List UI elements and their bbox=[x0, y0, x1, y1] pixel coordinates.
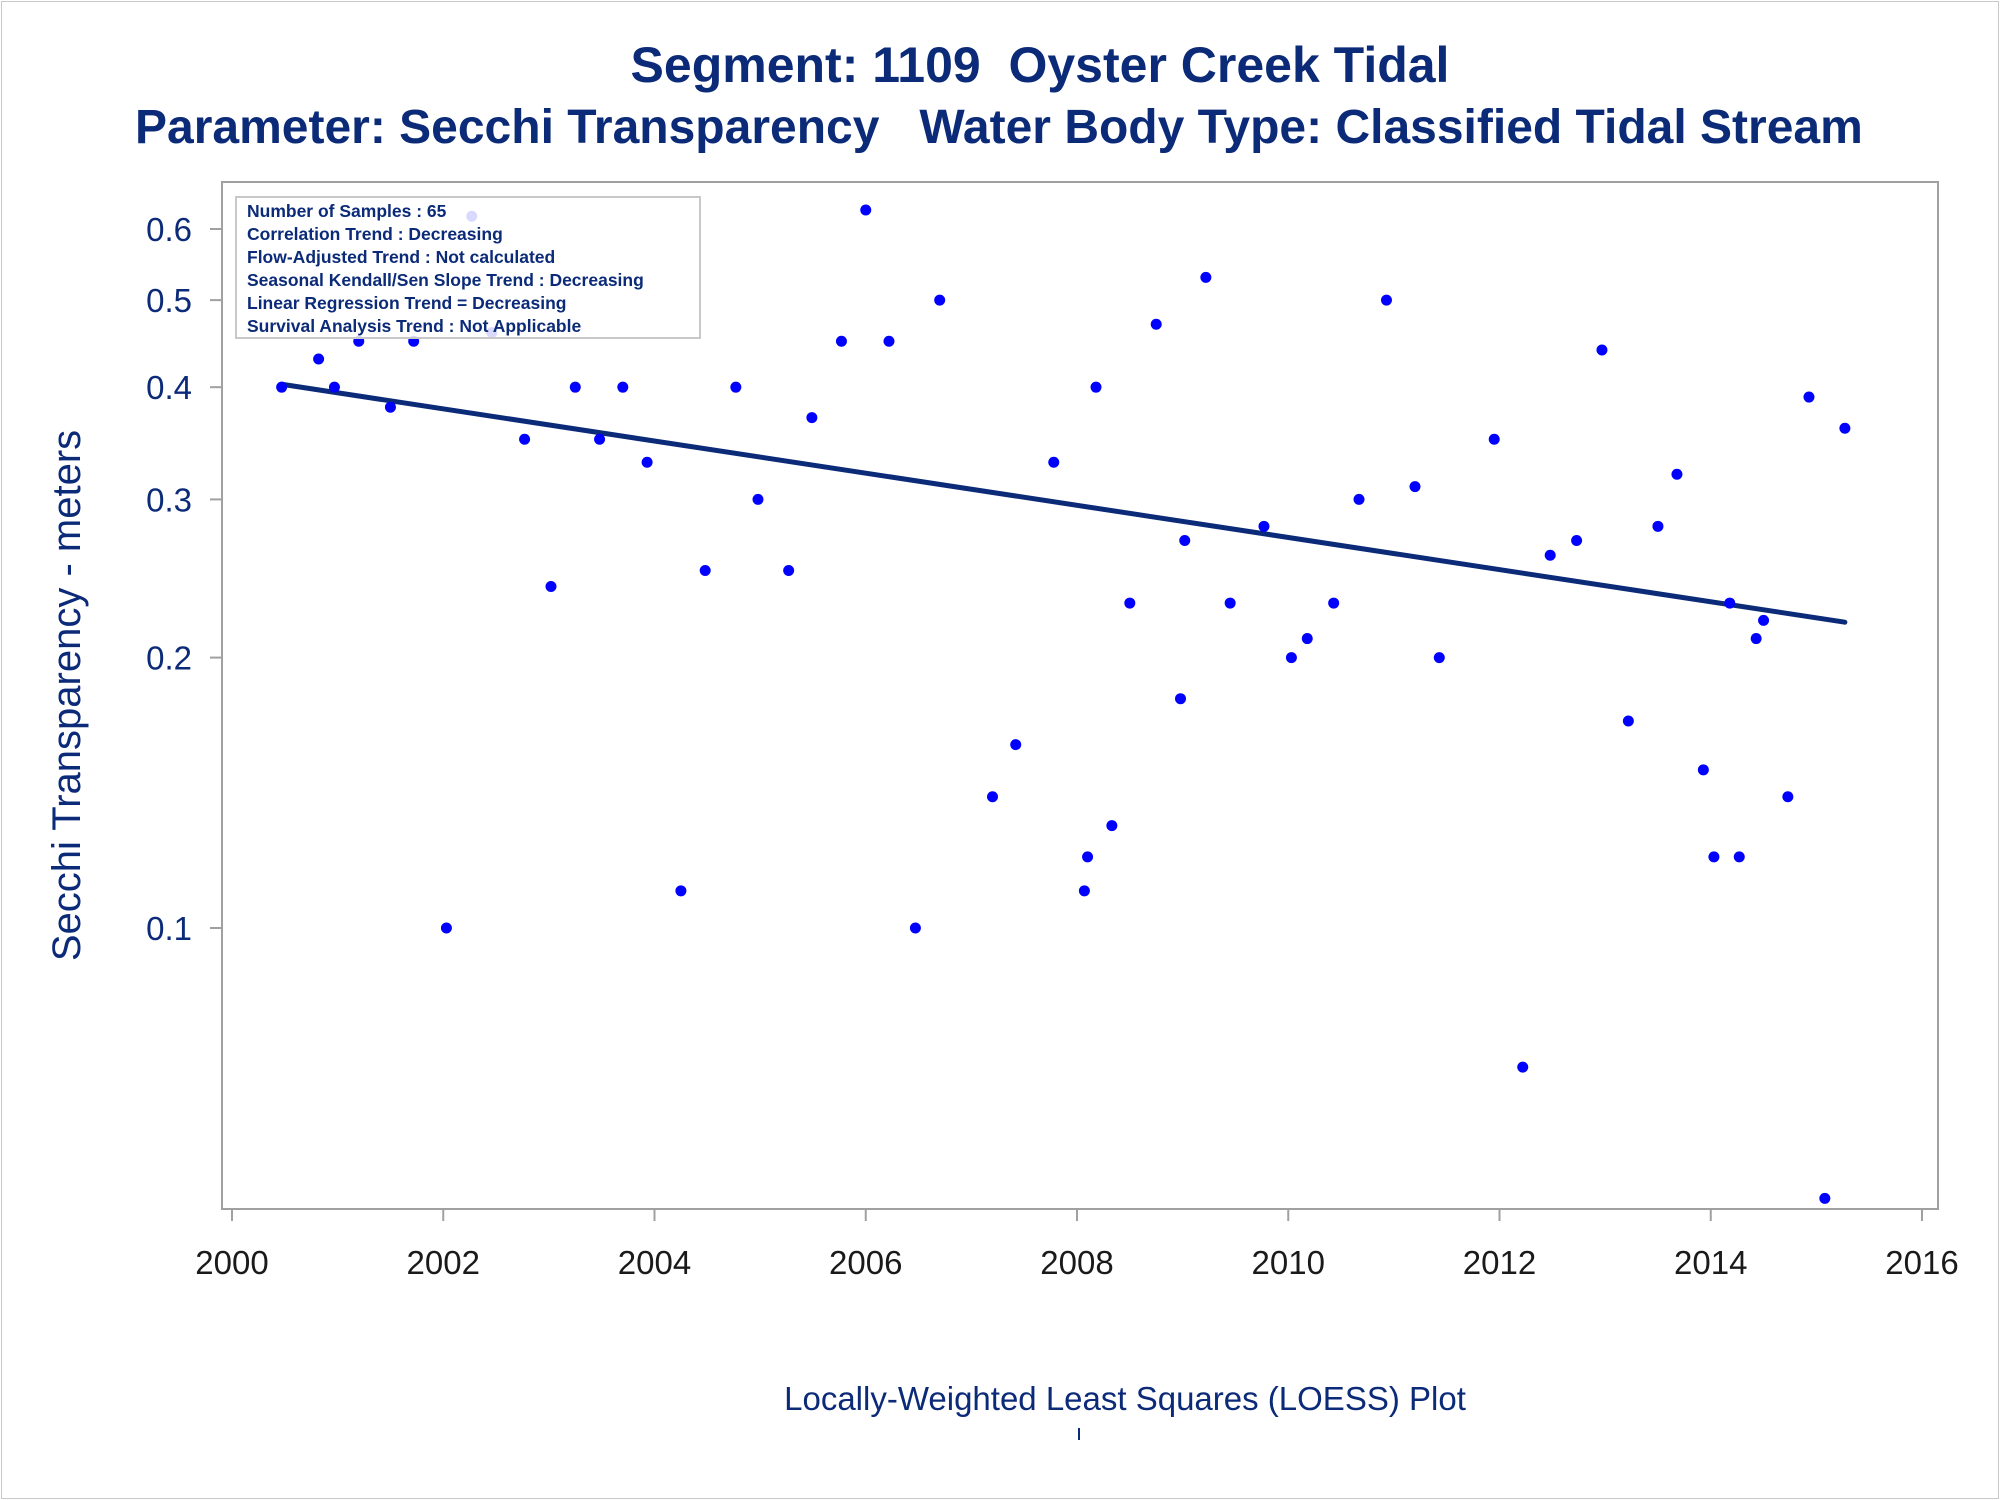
data-point bbox=[1328, 597, 1340, 609]
data-point bbox=[1224, 597, 1236, 609]
x-tick-label: 2010 bbox=[1252, 1244, 1325, 1281]
data-point bbox=[1258, 520, 1270, 532]
footer-tick-mark bbox=[1078, 1428, 1080, 1440]
y-tick-label: 0.3 bbox=[146, 481, 192, 518]
x-tick-label: 2000 bbox=[195, 1244, 268, 1281]
x-tick-label: 2012 bbox=[1463, 1244, 1536, 1281]
data-point bbox=[752, 493, 764, 505]
trend-stats-box: Number of Samples : 65 Correlation Trend… bbox=[235, 196, 701, 339]
loess-trend-layer bbox=[279, 381, 1848, 625]
data-point bbox=[1750, 633, 1762, 645]
data-point bbox=[1697, 764, 1709, 776]
data-point bbox=[1544, 549, 1556, 561]
y-tick-label: 0.1 bbox=[146, 910, 192, 947]
data-point bbox=[1708, 851, 1720, 863]
data-point bbox=[1175, 693, 1187, 705]
data-point bbox=[730, 381, 742, 393]
data-point bbox=[1782, 791, 1794, 803]
stats-line-seasonal-kendall: Seasonal Kendall/Sen Slope Trend : Decre… bbox=[247, 270, 644, 290]
data-point bbox=[1433, 652, 1445, 664]
data-point bbox=[1124, 597, 1136, 609]
data-point bbox=[1758, 614, 1770, 626]
x-tick-label: 2006 bbox=[829, 1244, 902, 1281]
data-point bbox=[1048, 456, 1060, 468]
y-axis: 0.1 0.2 0.3 0.4 0.5 0.6 bbox=[146, 211, 222, 947]
data-point bbox=[1622, 715, 1634, 727]
data-point bbox=[1285, 652, 1297, 664]
x-tick-label: 2008 bbox=[1040, 1244, 1113, 1281]
data-points-layer bbox=[276, 204, 1851, 1204]
stats-line-linear-regression: Linear Regression Trend = Decreasing bbox=[247, 293, 567, 313]
plot-area-frame bbox=[221, 181, 1939, 1210]
data-point bbox=[835, 335, 847, 347]
data-point bbox=[1150, 318, 1162, 330]
stats-line-samples: Number of Samples : 65 bbox=[247, 201, 447, 221]
data-point bbox=[1179, 535, 1191, 547]
y-axis-label: Secchi Transparency - meters bbox=[45, 430, 89, 961]
y-tick-label: 0.4 bbox=[146, 369, 192, 406]
data-point bbox=[1409, 481, 1421, 493]
x-tick-label: 2014 bbox=[1674, 1244, 1747, 1281]
stats-line-correlation: Correlation Trend : Decreasing bbox=[247, 224, 503, 244]
data-point bbox=[1082, 851, 1094, 863]
data-point bbox=[987, 791, 998, 803]
data-point bbox=[1078, 885, 1090, 897]
data-point bbox=[594, 433, 606, 445]
data-point bbox=[1724, 597, 1736, 609]
x-axis: 2000 2002 2004 2006 2008 2010 2012 2014 2016 bbox=[195, 1209, 1959, 1281]
data-point bbox=[1733, 851, 1745, 863]
chart-title: Segment: 1109 Oyster Creek Tidal bbox=[630, 37, 1450, 93]
y-tick-label: 0.6 bbox=[146, 211, 192, 248]
data-point bbox=[1488, 433, 1500, 445]
stats-line-survival: Survival Analysis Trend : Not Applicable bbox=[247, 316, 581, 336]
x-tick-label: 2016 bbox=[1885, 1244, 1958, 1281]
data-point bbox=[675, 885, 687, 897]
data-point bbox=[934, 294, 946, 306]
data-point bbox=[860, 204, 872, 216]
data-point bbox=[1353, 493, 1365, 505]
data-point bbox=[1596, 344, 1608, 356]
data-point bbox=[1652, 520, 1664, 532]
data-point bbox=[1517, 1061, 1529, 1073]
y-tick-label: 0.2 bbox=[146, 640, 192, 677]
data-point bbox=[328, 381, 340, 393]
data-point bbox=[519, 433, 531, 445]
data-point bbox=[1106, 820, 1118, 832]
data-point bbox=[569, 381, 581, 393]
data-point bbox=[617, 381, 629, 393]
data-point bbox=[641, 456, 653, 468]
chart-subtitle: Parameter: Secchi Transparency Water Bod… bbox=[135, 101, 1863, 154]
stats-box-border bbox=[235, 196, 701, 339]
data-point bbox=[276, 381, 288, 393]
data-point bbox=[1200, 271, 1212, 283]
data-point bbox=[806, 412, 818, 424]
data-point bbox=[1380, 294, 1392, 306]
data-point bbox=[1301, 633, 1313, 645]
data-point bbox=[1671, 468, 1683, 480]
data-point bbox=[545, 580, 557, 592]
plot-method-label: Locally-Weighted Least Squares (LOESS) P… bbox=[784, 1380, 1466, 1417]
x-tick-label: 2004 bbox=[618, 1244, 691, 1281]
data-point bbox=[1839, 422, 1851, 434]
loess-trend-line bbox=[279, 381, 1848, 625]
data-point bbox=[783, 565, 795, 577]
data-point bbox=[384, 401, 396, 413]
data-point bbox=[1090, 381, 1102, 393]
data-point bbox=[699, 565, 711, 577]
data-point bbox=[313, 353, 325, 365]
data-point bbox=[1010, 739, 1022, 751]
data-point bbox=[1571, 535, 1583, 547]
data-point bbox=[1803, 391, 1815, 403]
data-point bbox=[909, 922, 921, 934]
data-point bbox=[1819, 1192, 1831, 1204]
data-point bbox=[440, 922, 452, 934]
y-tick-label: 0.5 bbox=[146, 282, 192, 319]
x-tick-label: 2002 bbox=[407, 1244, 480, 1281]
stats-line-flow-adjusted: Flow-Adjusted Trend : Not calculated bbox=[247, 247, 555, 267]
data-point bbox=[883, 335, 895, 347]
